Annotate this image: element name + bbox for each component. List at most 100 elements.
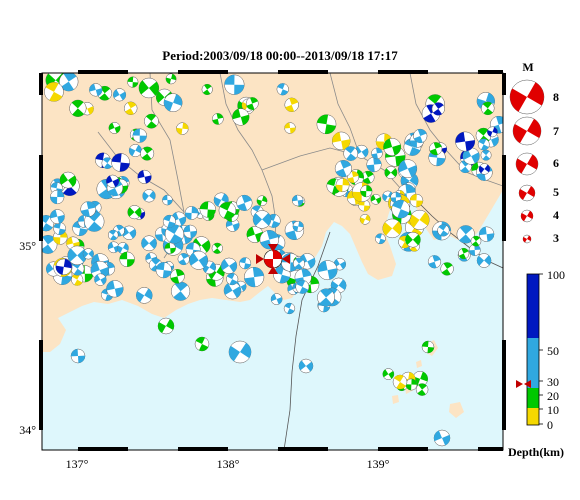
focal-mechanism-beachball [162, 194, 173, 206]
focal-mechanism-beachball [360, 185, 373, 198]
focal-mechanism-beachball [390, 191, 402, 203]
depth-label-0: 0 [547, 418, 553, 432]
focal-mechanism-beachball [245, 97, 259, 110]
mag-label-7: 7 [553, 124, 559, 138]
focal-mechanism-beachball [123, 101, 138, 116]
magnitude-legend-title: M [522, 60, 533, 74]
focal-mechanism-beachball [199, 201, 216, 218]
focal-mechanism-beachball [49, 209, 65, 225]
focal-mechanism-beachball [405, 231, 421, 248]
focal-mechanism-beachball [164, 242, 176, 254]
focal-mechanism-beachball [141, 235, 157, 252]
focal-mechanism-beachball [477, 138, 490, 151]
focal-mechanism-beachball [163, 93, 183, 113]
focal-mechanism-beachball [478, 163, 491, 175]
focal-mechanism-beachball [42, 235, 58, 254]
focal-mechanism-beachball [487, 126, 498, 138]
focal-mechanism-beachball [259, 230, 279, 250]
focal-mechanism-beachball [228, 340, 252, 364]
focal-mechanism-beachball [335, 178, 350, 193]
focal-mechanism-beachball [366, 156, 382, 173]
focal-mechanism-beachball [383, 138, 402, 156]
focal-mechanism-beachball [119, 251, 135, 268]
focal-mechanism-beachball [409, 193, 424, 208]
focal-mechanism-beachball [291, 194, 304, 207]
depth-unit-label: Depth(km) [508, 445, 564, 459]
focal-mechanism-beachball [137, 169, 152, 184]
depth-label-30: 30 [547, 375, 559, 389]
depth-band-20-50 [527, 338, 539, 388]
focal-mechanism-beachball [284, 97, 299, 113]
focal-mechanism-beachball [236, 194, 253, 212]
focal-mechanism-beachball [223, 281, 242, 300]
focal-mechanism-beachball [244, 267, 265, 288]
focal-mechanism-beachball [177, 253, 190, 266]
focal-mechanism-beachball [481, 101, 495, 116]
focal-mechanism-beachball [80, 201, 97, 217]
focal-mechanism-beachball [42, 214, 55, 232]
mag-label-6: 6 [553, 156, 559, 170]
focal-mechanism-beachball [392, 374, 408, 390]
focal-mechanism-beachball [224, 74, 245, 95]
focal-mechanism-beachball [170, 269, 185, 284]
mag-label-5: 5 [553, 185, 559, 199]
focal-mechanism-beachball [171, 281, 191, 301]
focal-mechanism-beachball [292, 220, 304, 233]
focal-mechanism-beachball [480, 149, 492, 161]
focal-mechanism-beachball [316, 114, 337, 135]
focal-mechanism-beachball [431, 102, 445, 116]
focal-mechanism-beachball [270, 293, 283, 305]
magnitude-legend: M 8 7 6 5 4 3 [509, 60, 559, 245]
focal-mechanism-beachball [106, 280, 124, 298]
map-area [42, 73, 503, 450]
lon-label-137: 137° [66, 457, 89, 471]
focal-mechanism-beachball [59, 171, 77, 189]
land-toshima [416, 360, 422, 368]
focal-mechanism-beachball [512, 116, 542, 146]
focal-mechanism-beachball [470, 235, 482, 247]
focal-mechanism-beachball [409, 209, 430, 230]
focal-mechanism-beachball [127, 76, 139, 88]
focal-mechanism-beachball [427, 255, 442, 269]
focal-mechanism-beachball [194, 336, 210, 352]
focal-mechanism-beachball [429, 142, 443, 156]
focal-mechanism-beachball [117, 242, 129, 254]
focal-mechanism-beachball [515, 152, 539, 176]
focal-mechanism-beachball [44, 82, 64, 102]
focal-mechanism-beachball [239, 257, 252, 270]
map-frame [39, 70, 506, 451]
focal-mechanism-beachball [405, 378, 418, 391]
focal-mechanism-beachball [382, 218, 402, 239]
focal-mechanism-beachball [55, 258, 72, 276]
mainshock-depth-marker-left [516, 380, 523, 388]
focal-mechanism-beachball [317, 288, 335, 307]
focal-mechanism-beachball [359, 213, 371, 225]
mag-label-8: 8 [553, 90, 559, 104]
focal-mechanism-beachball [211, 113, 224, 125]
focal-mechanism-beachball [189, 250, 209, 270]
focal-mechanism-beachball [220, 257, 238, 274]
lon-label-138: 138° [217, 457, 240, 471]
focal-mechanism-beachball [106, 174, 120, 188]
focal-mechanism-beachball [184, 206, 199, 220]
map-title: Period:2003/09/18 00:00--2013/09/18 17:1… [162, 48, 398, 63]
focal-mechanism-beachball [343, 146, 359, 161]
focal-mechanism-beachball [142, 189, 156, 203]
focal-mechanism-beachball [293, 257, 305, 270]
focal-mechanism-beachball [462, 147, 480, 165]
focal-mechanism-beachball [90, 260, 109, 280]
focal-mechanism-beachball [398, 159, 418, 179]
focal-mechanism-beachball [82, 248, 94, 260]
depth-label-100: 100 [547, 268, 565, 282]
focal-mechanism-beachball [331, 131, 351, 151]
focal-mechanism-beachball [413, 128, 428, 144]
lon-label-139: 139° [367, 457, 390, 471]
focal-mechanism-beachball [111, 153, 130, 172]
focal-mechanism-beachball [382, 368, 395, 380]
focal-mechanism-beachball [421, 340, 435, 354]
mainshock-marker [256, 244, 290, 274]
focal-mechanism-beachball [144, 113, 159, 129]
focal-mechanism-beachball [50, 189, 65, 205]
focal-mechanism-beachball [89, 83, 103, 97]
